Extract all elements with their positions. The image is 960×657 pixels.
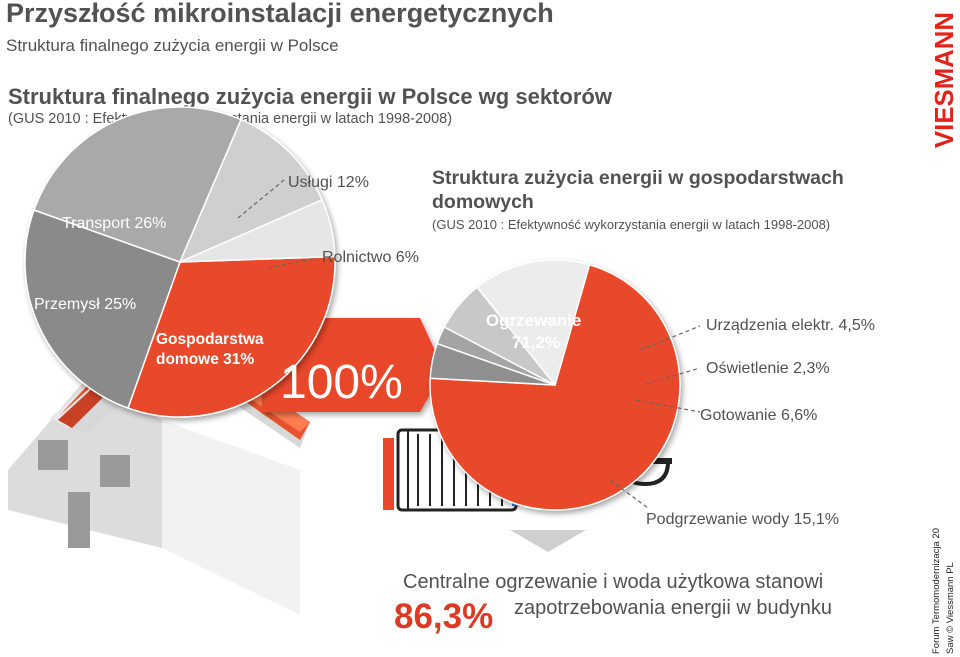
label-gospodarstwa-line2: domowe 31% (156, 351, 254, 368)
label-rolnictwo: Rolnictwo 6% (322, 249, 419, 266)
label-ogrzewanie-line2: 71,2% (512, 333, 560, 352)
sector-slice-3 (178, 118, 324, 264)
sector-slice-1 (24, 209, 181, 409)
brand-text: VIESMANN (929, 12, 959, 148)
label-podgrzewanie: Podgrzewanie wody 15,1% (646, 511, 839, 528)
chevron-down-icon (510, 530, 586, 552)
label-gospodarstwa-line1: Gospodarstwa (156, 331, 264, 348)
label-urzadzenia: Urządzenia elektr. 4,5% (706, 317, 875, 334)
footer-credits: Forum Termomodernizacja 2016 Saw © Viess… (931, 528, 956, 654)
footer-line1: Forum Termomodernizacja 2016 (931, 528, 942, 654)
label-transport: Transport 26% (62, 215, 166, 232)
summary-value: 86,3% (394, 597, 494, 636)
household-pie-chart (429, 259, 681, 511)
label-oswietlenie: Oświetlenie 2,3% (706, 360, 830, 377)
label-gotowanie: Gotowanie 6,6% (700, 407, 817, 424)
summary-line2: zapotrzebowania energii w budynku (514, 597, 832, 619)
sector-slice-2 (33, 106, 243, 263)
sector-pie-chart (24, 106, 336, 418)
label-przemysl: Przemysł 25% (34, 296, 136, 313)
sector-chart-title: Struktura finalnego zużycia energii w Po… (8, 84, 612, 109)
household-chart-title: Struktura zużycia energii w gospodarstwa… (432, 167, 844, 213)
total-label: 100% (280, 356, 403, 409)
label-ogrzewanie-line1: Ogrzewanie (486, 311, 581, 330)
household-chart-source: (GUS 2010 : Efektywność wykorzystania en… (432, 217, 831, 232)
summary-line1: Centralne ogrzewanie i woda użytkowa sta… (403, 571, 824, 593)
label-gospodarstwa: Gospodarstwa domowe 31% (156, 331, 268, 368)
leader-lines (237, 179, 701, 509)
sector-slice-4 (179, 198, 336, 263)
household-slice-4 (476, 259, 591, 387)
household-slice-0 (429, 263, 681, 511)
page-title: Przyszłość mikroinstalacji energetycznyc… (6, 0, 554, 28)
label-uslugi: Usługi 12% (288, 174, 369, 191)
viessmann-logo: VIESMANN (925, 8, 960, 150)
sector-slice-0 (127, 255, 336, 418)
label-ogrzewanie: Ogrzewanie 71,2% (486, 311, 586, 352)
page-subtitle: Struktura finalnego zużycia energii w Po… (6, 36, 339, 55)
footer-line2: Saw © Viessmann PL (945, 562, 956, 654)
